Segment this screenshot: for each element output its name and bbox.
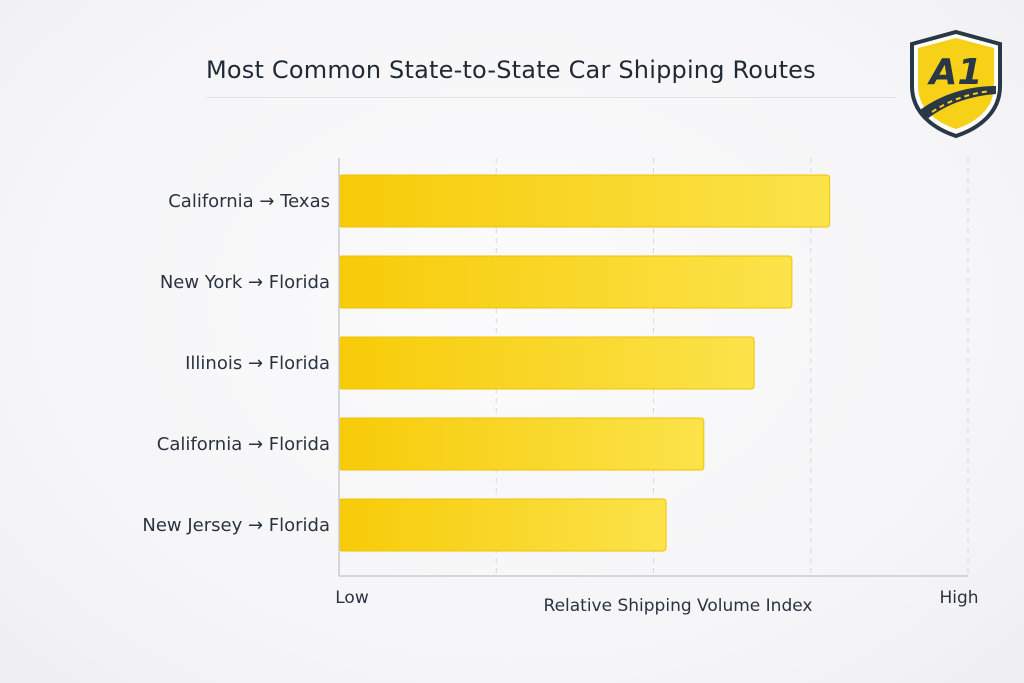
- bar-5: [338, 498, 667, 552]
- chart-title: Most Common State-to-State Car Shipping …: [206, 56, 816, 84]
- bars: [338, 174, 831, 552]
- x-axis-low-label: Low: [335, 588, 369, 608]
- category-labels: California → Texas New York → Florida Illi…: [142, 191, 330, 536]
- category-label-4: California → Florida: [157, 434, 330, 455]
- x-axis-high-label: High: [939, 588, 978, 608]
- category-label-1: California → Texas: [168, 191, 330, 212]
- x-axis-title: Relative Shipping Volume Index: [544, 596, 813, 616]
- logo-road-dashes: [931, 90, 991, 113]
- category-label-2: New York → Florida: [160, 272, 330, 293]
- a1-shield-logo-icon: A1: [910, 29, 1002, 139]
- logo-road-swoosh: [920, 86, 996, 120]
- category-label-3: Illinois → Florida: [185, 353, 330, 374]
- bar-2: [338, 255, 793, 309]
- category-label-5: New Jersey → Florida: [142, 515, 330, 536]
- logo-text: A1: [927, 52, 983, 93]
- bar-3: [338, 336, 755, 390]
- bar-4: [338, 417, 705, 471]
- title-divider: [206, 97, 896, 98]
- bar-1: [338, 174, 831, 228]
